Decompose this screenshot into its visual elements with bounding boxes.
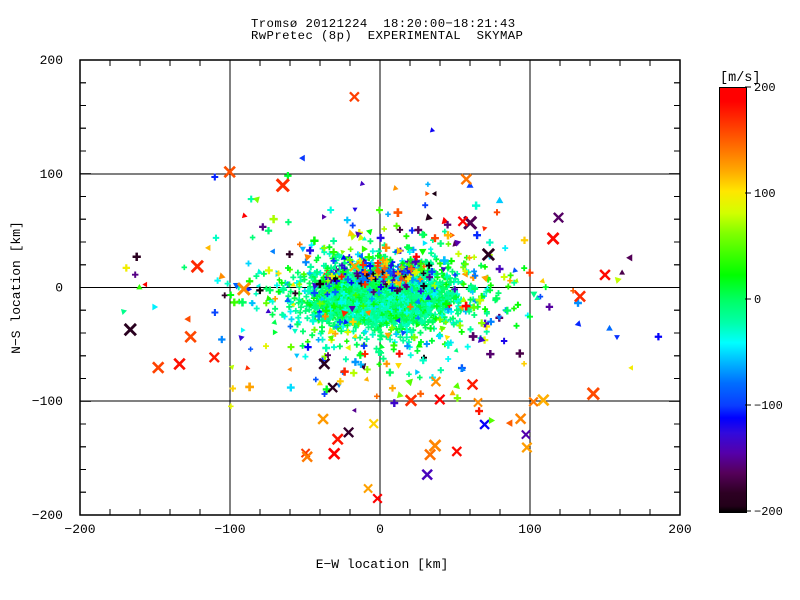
- svg-text:−100: −100: [754, 399, 783, 413]
- svg-text:[m/s]: [m/s]: [720, 71, 761, 86]
- svg-text:0: 0: [754, 293, 761, 307]
- svg-text:−200: −200: [754, 505, 783, 519]
- svg-text:100: 100: [754, 187, 776, 201]
